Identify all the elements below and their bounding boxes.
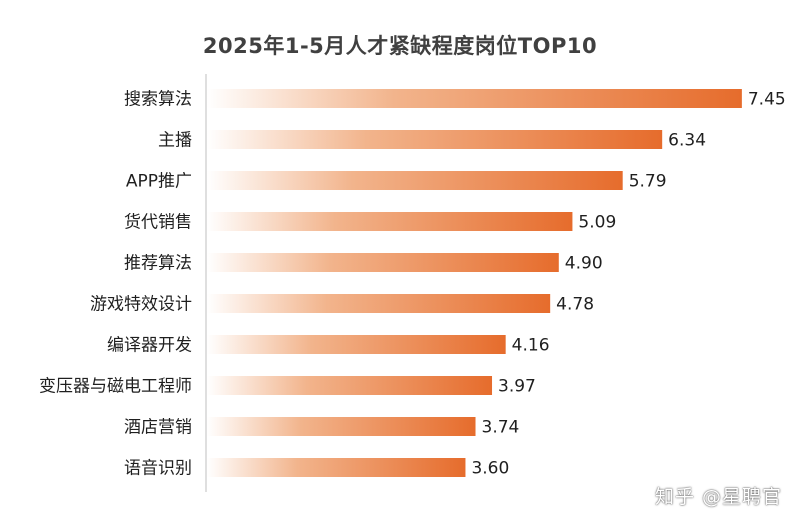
- bar: [207, 89, 742, 108]
- watermark: 知乎 @星聘官: [654, 486, 782, 508]
- value-label: 6.34: [668, 131, 706, 151]
- bar: [207, 212, 573, 231]
- value-label: 4.90: [565, 254, 603, 274]
- category-label: 货代销售: [124, 213, 192, 233]
- value-label: 3.74: [482, 418, 520, 438]
- category-label: 酒店营销: [124, 418, 192, 438]
- category-label: 编译器开发: [107, 336, 192, 356]
- bar: [207, 130, 663, 149]
- bar: [207, 335, 506, 354]
- bar: [207, 253, 559, 272]
- category-label: 语音识别: [124, 459, 192, 479]
- value-label: 5.79: [629, 172, 667, 192]
- value-label: 5.09: [578, 213, 616, 233]
- bar: [207, 171, 623, 190]
- category-label: 变压器与磁电工程师: [39, 377, 192, 397]
- category-label: 游戏特效设计: [90, 295, 192, 315]
- bar: [207, 417, 476, 436]
- value-label: 4.78: [556, 295, 594, 315]
- category-label: APP推广: [126, 172, 192, 192]
- bar: [207, 376, 493, 395]
- value-label: 3.60: [471, 459, 509, 479]
- chart-title: 2025年1-5月人才紧缺程度岗位TOP10: [202, 34, 598, 58]
- category-label: 推荐算法: [124, 254, 192, 274]
- value-label: 7.45: [748, 90, 786, 110]
- bar: [207, 458, 466, 477]
- bar: [207, 294, 551, 313]
- value-label: 3.97: [498, 377, 536, 397]
- value-label: 4.16: [512, 336, 550, 356]
- category-label: 主播: [158, 131, 192, 151]
- category-label: 搜索算法: [124, 90, 192, 110]
